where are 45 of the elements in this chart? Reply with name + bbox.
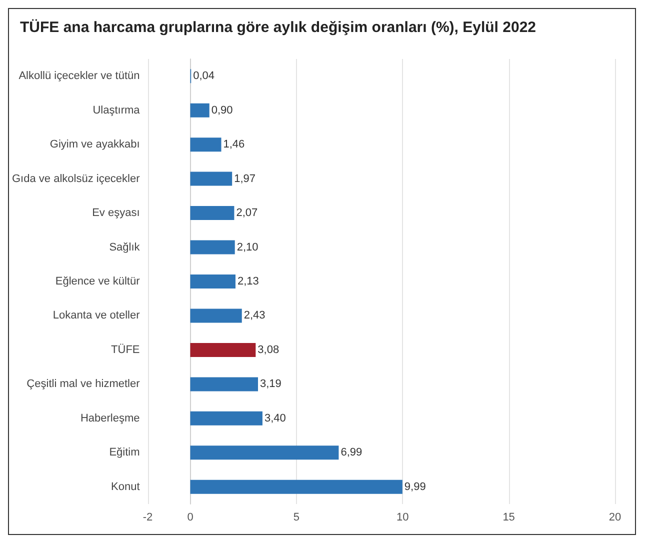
data-label: 3,08: [258, 344, 280, 356]
y-tick-label: Konut: [111, 480, 140, 493]
y-tick-label: Gıda ve alkolsüz içecekler: [12, 172, 140, 185]
bar: [190, 411, 262, 426]
y-tick-label: TÜFE: [111, 342, 140, 356]
data-label: 3,40: [264, 412, 286, 424]
data-label: 2,10: [236, 241, 258, 254]
bar: [190, 206, 234, 220]
data-label: 2,13: [237, 276, 259, 288]
y-tick-label: Haberleşme: [80, 412, 140, 424]
data-label: 2,43: [244, 310, 266, 322]
data-label: 9,99: [404, 480, 426, 493]
data-label: 0,90: [211, 104, 233, 116]
data-label: 0,04: [193, 70, 215, 82]
bar: [190, 103, 210, 118]
y-tick-label: Eğitim: [109, 446, 140, 459]
y-tick-label: Alkollü içecekler ve tütün: [18, 70, 140, 82]
bar: [190, 342, 256, 357]
y-tick-label: Lokanta ve oteller: [52, 310, 140, 322]
y-tick-label: Ulaştırma: [92, 104, 141, 116]
y-tick-label: Eğlence ve kültür: [55, 276, 140, 288]
y-tick-label: Giyim ve ayakkabı: [50, 138, 140, 151]
x-tick-label: 0: [187, 512, 194, 524]
y-tick-label: Sağlık: [109, 241, 140, 254]
data-label: 1,97: [234, 172, 256, 185]
data-label: 1,46: [223, 138, 245, 151]
bar: [190, 480, 402, 494]
data-label: 2,07: [236, 207, 258, 220]
x-tick-label: -2: [142, 512, 153, 524]
x-tick-label: 5: [293, 512, 300, 524]
bar: [190, 308, 242, 323]
x-tick-label: 15: [502, 512, 515, 524]
chart-title: TÜFE ana harcama gruplarına göre aylık değişim oranları (%), Eylül 2022: [20, 19, 536, 36]
bar: [190, 240, 235, 254]
bar: [190, 377, 258, 392]
bar: [190, 446, 339, 460]
x-tick-label: 20: [608, 512, 622, 524]
x-tick-label: 10: [396, 512, 409, 524]
bar: [190, 138, 222, 152]
bar: [190, 172, 232, 186]
y-tick-label: Çeşitli mal ve hizmetler: [26, 378, 140, 390]
data-label: 3,19: [260, 378, 282, 390]
bar: [190, 274, 236, 288]
data-label: 6,99: [340, 446, 362, 459]
y-tick-label: Ev eşyası: [92, 207, 140, 220]
